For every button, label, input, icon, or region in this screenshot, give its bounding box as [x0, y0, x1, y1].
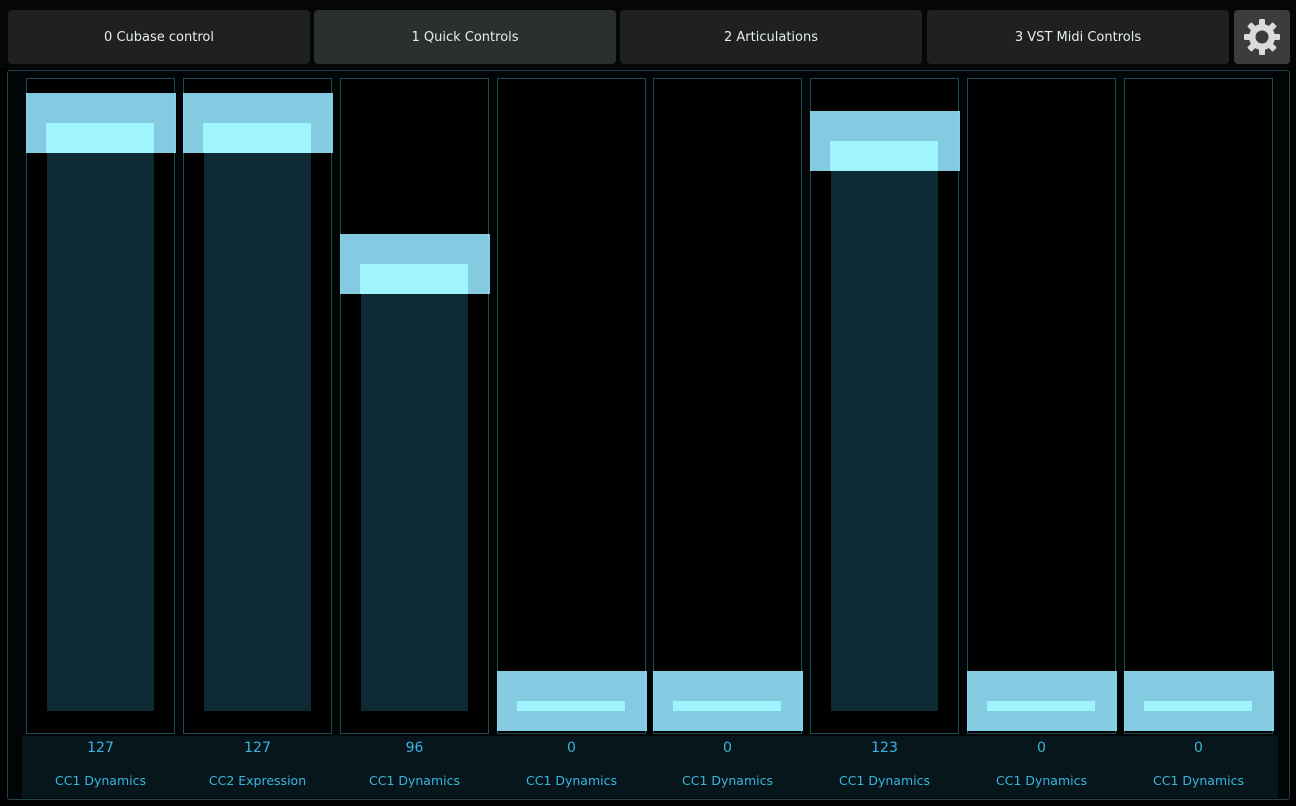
fader-fill	[47, 123, 154, 711]
fader-handle-grip	[830, 141, 938, 172]
fader-label: CC1 Dynamics	[681, 773, 774, 788]
tab-cubase-control[interactable]: 0 Cubase control	[8, 10, 310, 64]
fader-fill	[361, 264, 468, 711]
fader-handle[interactable]	[183, 93, 333, 153]
fader-label: CC1 Dynamics	[54, 773, 147, 788]
fader-3[interactable]	[340, 78, 490, 734]
tab-bar: 0 Cubase control 1 Quick Controls 2 Arti…	[0, 0, 1296, 68]
settings-button[interactable]	[1234, 10, 1290, 64]
fader-handle[interactable]	[967, 671, 1117, 731]
fader-1[interactable]	[26, 78, 176, 734]
tab-articulations[interactable]: 2 Articulations	[620, 10, 922, 64]
fader-4[interactable]	[497, 78, 647, 734]
fader-label: CC1 Dynamics	[368, 773, 461, 788]
fader-handle-grip	[46, 123, 154, 153]
fader-label: CC1 Dynamics	[1152, 773, 1245, 788]
fader-handle[interactable]	[1124, 671, 1274, 731]
fader-handle-grip	[360, 264, 468, 295]
fader-label: CC1 Dynamics	[995, 773, 1088, 788]
fader-handle[interactable]	[26, 93, 176, 153]
fader-value: 127	[244, 740, 271, 756]
fader-label: CC1 Dynamics	[525, 773, 618, 788]
fader-value: 0	[1194, 740, 1203, 756]
fader-handle[interactable]	[340, 234, 490, 295]
fader-fill	[204, 123, 311, 711]
gear-icon	[1244, 19, 1280, 55]
fader-label-bar	[22, 736, 1278, 798]
fader-handle[interactable]	[810, 111, 960, 172]
tab-vst-midi-controls[interactable]: 3 VST Midi Controls	[927, 10, 1229, 64]
fader-value: 0	[723, 740, 732, 756]
fader-handle-grip	[517, 701, 625, 711]
fader-value: 0	[567, 740, 576, 756]
fader-handle-grip	[987, 701, 1095, 711]
fader-handle-grip	[203, 123, 311, 153]
fader-value: 127	[87, 740, 114, 756]
fader-label: CC2 Expression	[208, 773, 307, 788]
fader-handle[interactable]	[497, 671, 647, 731]
fader-handle-grip	[673, 701, 781, 711]
fader-2[interactable]	[183, 78, 333, 734]
fader-handle-grip	[1144, 701, 1252, 711]
fader-7[interactable]	[967, 78, 1117, 734]
fader-fill	[831, 141, 938, 711]
tab-quick-controls[interactable]: 1 Quick Controls	[314, 10, 616, 64]
fader-value: 123	[871, 740, 898, 756]
fader-8[interactable]	[1124, 78, 1274, 734]
fader-handle[interactable]	[653, 671, 803, 731]
fader-5[interactable]	[653, 78, 803, 734]
fader-6[interactable]	[810, 78, 960, 734]
fader-label: CC1 Dynamics	[838, 773, 931, 788]
fader-value: 0	[1037, 740, 1046, 756]
fader-value: 96	[405, 740, 424, 756]
